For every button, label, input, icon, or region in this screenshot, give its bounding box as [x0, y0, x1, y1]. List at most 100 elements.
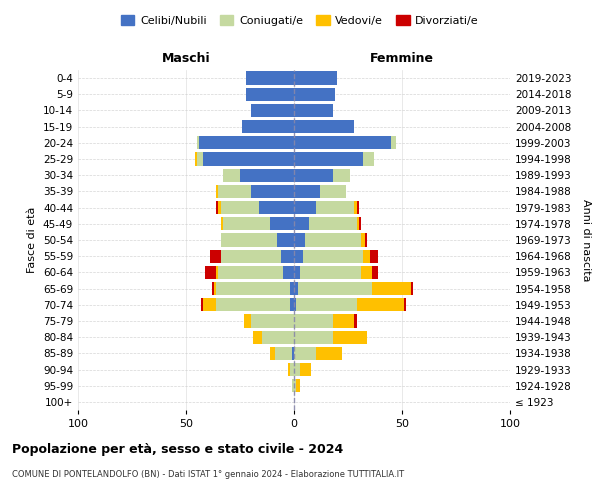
Bar [194, 152, 197, 166]
Bar [356, 217, 359, 230]
Bar [355, 314, 356, 328]
Bar [294, 185, 320, 198]
Bar [333, 314, 355, 328]
Text: Popolazione per età, sesso e stato civile - 2024: Popolazione per età, sesso e stato civil… [12, 442, 343, 456]
Bar [294, 266, 301, 279]
Bar [218, 185, 251, 198]
Bar [302, 250, 363, 263]
Bar [270, 346, 275, 360]
Bar [197, 136, 199, 149]
Bar [221, 201, 259, 214]
Bar [223, 168, 240, 182]
Bar [205, 266, 216, 279]
Legend: Celibi/Nubili, Coniugati/e, Vedovi/e, Divorziati/e: Celibi/Nubili, Coniugati/e, Vedovi/e, Di… [117, 10, 483, 30]
Text: COMUNE DI PONTELANDOLFO (BN) - Dati ISTAT 1° gennaio 2024 - Elaborazione TUTTITA: COMUNE DI PONTELANDOLFO (BN) - Dati ISTA… [12, 470, 404, 479]
Bar [296, 298, 356, 312]
Bar [309, 217, 356, 230]
Bar [316, 201, 355, 214]
Bar [320, 185, 346, 198]
Bar [201, 298, 203, 312]
Bar [214, 282, 216, 295]
Bar [275, 346, 292, 360]
Bar [333, 330, 367, 344]
Bar [290, 282, 294, 295]
Bar [223, 217, 270, 230]
Bar [370, 250, 378, 263]
Bar [363, 152, 374, 166]
Bar [294, 136, 391, 149]
Bar [281, 250, 294, 263]
Bar [361, 234, 365, 246]
Bar [221, 234, 277, 246]
Bar [365, 234, 367, 246]
Bar [316, 346, 341, 360]
Y-axis label: Fasce di età: Fasce di età [28, 207, 37, 273]
Bar [290, 298, 294, 312]
Bar [218, 201, 221, 214]
Bar [287, 363, 290, 376]
Bar [216, 266, 218, 279]
Bar [262, 330, 294, 344]
Bar [372, 266, 378, 279]
Bar [294, 88, 335, 101]
Bar [259, 201, 294, 214]
Bar [294, 298, 296, 312]
Bar [294, 234, 305, 246]
Bar [294, 282, 298, 295]
Bar [356, 201, 359, 214]
Bar [216, 282, 290, 295]
Bar [355, 201, 356, 214]
Bar [247, 88, 294, 101]
Bar [294, 201, 316, 214]
Bar [294, 346, 316, 360]
Bar [253, 330, 262, 344]
Bar [294, 168, 333, 182]
Bar [216, 201, 218, 214]
Bar [363, 250, 370, 263]
Bar [298, 282, 372, 295]
Bar [277, 234, 294, 246]
Bar [216, 185, 218, 198]
Bar [305, 234, 361, 246]
Bar [292, 379, 294, 392]
Bar [372, 282, 410, 295]
Bar [301, 363, 311, 376]
Bar [359, 217, 361, 230]
Bar [251, 104, 294, 117]
Bar [294, 152, 363, 166]
Bar [292, 346, 294, 360]
Bar [240, 168, 294, 182]
Bar [404, 298, 406, 312]
Bar [301, 266, 361, 279]
Bar [203, 152, 294, 166]
Bar [242, 120, 294, 134]
Bar [199, 136, 294, 149]
Bar [216, 298, 290, 312]
Bar [294, 330, 333, 344]
Bar [356, 298, 404, 312]
Bar [283, 266, 294, 279]
Bar [294, 363, 301, 376]
Bar [294, 72, 337, 85]
Bar [247, 72, 294, 85]
Y-axis label: Anni di nascita: Anni di nascita [581, 198, 591, 281]
Bar [244, 314, 251, 328]
Bar [294, 120, 355, 134]
Bar [410, 282, 413, 295]
Bar [251, 314, 294, 328]
Bar [294, 217, 309, 230]
Bar [203, 298, 216, 312]
Bar [218, 266, 283, 279]
Bar [294, 379, 296, 392]
Bar [251, 185, 294, 198]
Bar [296, 379, 301, 392]
Bar [333, 168, 350, 182]
Bar [197, 152, 203, 166]
Bar [221, 250, 281, 263]
Bar [212, 282, 214, 295]
Bar [270, 217, 294, 230]
Bar [210, 250, 221, 263]
Bar [361, 266, 372, 279]
Bar [294, 250, 302, 263]
Bar [290, 363, 294, 376]
